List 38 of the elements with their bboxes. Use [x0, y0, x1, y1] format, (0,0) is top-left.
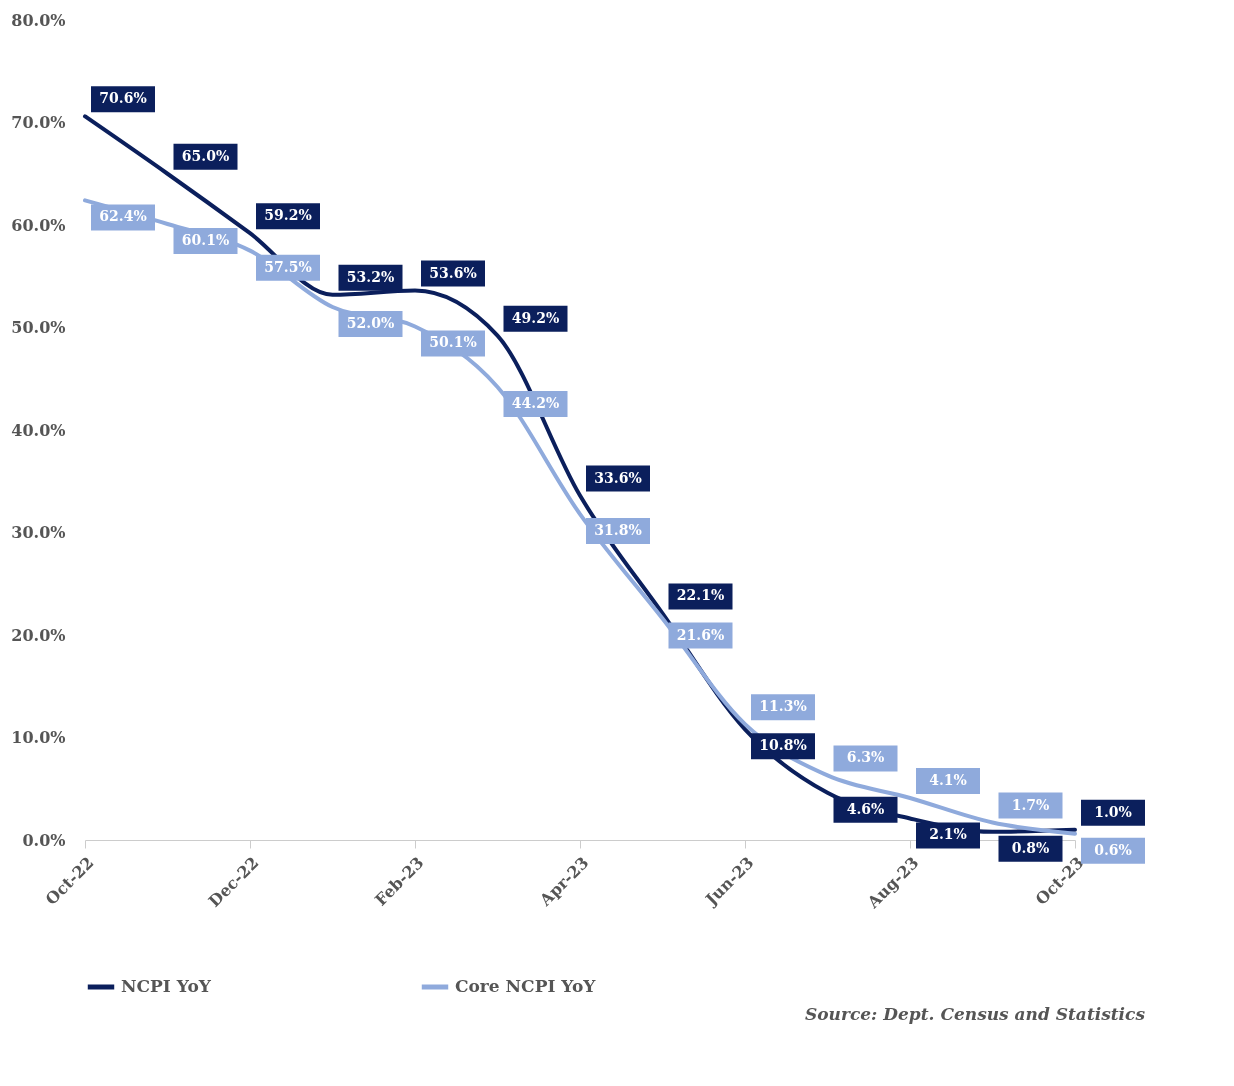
- data-label: 0.8%: [1011, 839, 1050, 856]
- data-label: 4.1%: [929, 771, 967, 788]
- data-label: 31.8%: [594, 522, 642, 539]
- data-label: 57.5%: [264, 258, 312, 275]
- data-label: 49.2%: [511, 309, 560, 326]
- data-label: 50.1%: [429, 334, 477, 351]
- data-label: 53.2%: [346, 268, 395, 285]
- data-label: 11.3%: [759, 698, 807, 715]
- y-tick-label: 60.0%: [11, 215, 66, 235]
- data-label: 2.1%: [929, 826, 967, 843]
- source-note: Source: Dept. Census and Statistics: [805, 1004, 1146, 1024]
- data-label: 1.7%: [1011, 796, 1050, 813]
- data-label: 6.3%: [846, 749, 885, 766]
- data-label: 4.6%: [846, 800, 885, 817]
- data-label: 65.0%: [181, 147, 230, 164]
- data-label: 62.4%: [99, 208, 147, 225]
- y-tick-label: 70.0%: [11, 113, 66, 132]
- data-label: 21.6%: [676, 626, 725, 643]
- y-tick-label: 80.0%: [11, 10, 66, 30]
- y-tick-label: 40.0%: [11, 420, 66, 440]
- y-tick-label: 0.0%: [22, 830, 66, 850]
- data-label: 0.6%: [1094, 841, 1132, 858]
- y-tick-label: 50.0%: [11, 318, 66, 337]
- y-tick-label: 10.0%: [11, 728, 66, 747]
- y-tick-label: 20.0%: [11, 625, 66, 645]
- data-label: 53.6%: [429, 264, 477, 281]
- y-tick-label: 30.0%: [11, 523, 66, 542]
- data-label: 33.6%: [594, 469, 642, 486]
- legend-label: Core NCPI YoY: [455, 976, 597, 996]
- data-label: 22.1%: [676, 587, 725, 604]
- data-label: 44.2%: [511, 394, 560, 411]
- data-label: 1.0%: [1094, 803, 1132, 820]
- data-label: 60.1%: [181, 231, 230, 248]
- data-label: 52.0%: [346, 315, 395, 331]
- data-label: 10.8%: [759, 737, 807, 754]
- data-label: 59.2%: [264, 207, 312, 224]
- legend-label: NCPI YoY: [121, 976, 212, 996]
- data-label: 70.6%: [99, 90, 147, 107]
